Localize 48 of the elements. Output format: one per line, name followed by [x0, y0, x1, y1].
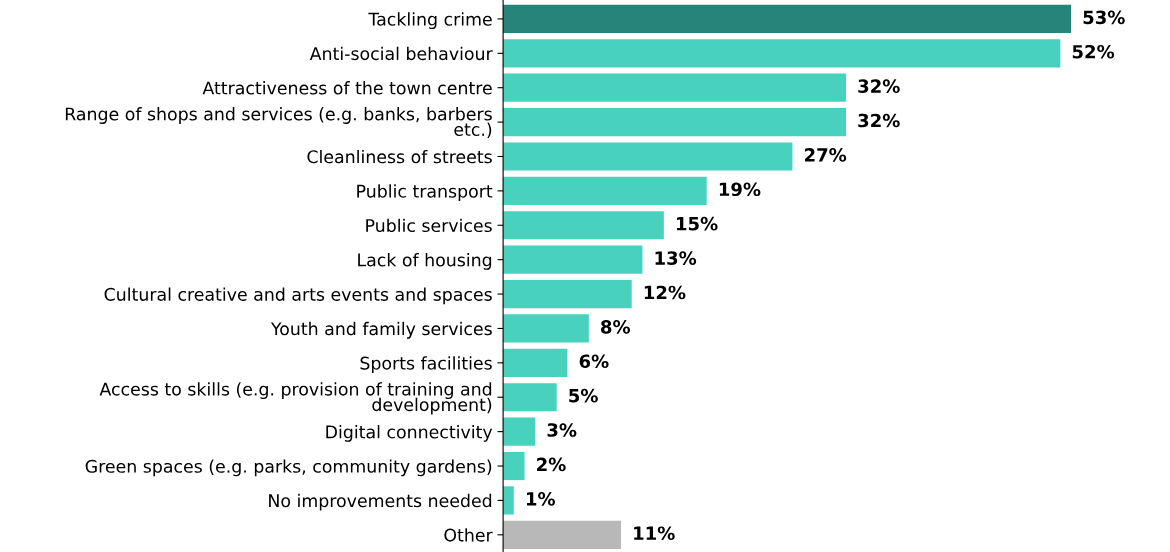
bar	[503, 107, 847, 137]
bar	[503, 142, 793, 171]
data-label: 1%	[526, 491, 556, 506]
bar	[503, 417, 536, 446]
bar	[503, 279, 632, 309]
y-tick-label: Sports facilities	[360, 356, 492, 374]
y-tick-label: Youth and family services	[270, 321, 492, 339]
data-label: 52%	[1072, 44, 1115, 59]
bar	[503, 348, 568, 377]
data-label: 11%	[634, 526, 675, 541]
data-label: 5%	[569, 388, 598, 403]
bar	[503, 383, 557, 412]
y-tick-label: Attractiveness of the town centre	[202, 81, 492, 95]
y-tick-label: Digital connectivity	[326, 425, 493, 442]
data-label: 32%	[858, 113, 900, 128]
y-tick-label: Access to skills (e.g. provision of training and development)	[99, 382, 492, 415]
bar	[503, 211, 664, 240]
bar	[503, 176, 707, 205]
data-label: 3%	[547, 423, 577, 437]
y-tick-label: Range of shops and services (e.g. banks, barbers etc.)	[65, 107, 492, 139]
bar	[503, 314, 589, 343]
y-tick-label: Anti-social behaviour	[309, 46, 493, 61]
data-label: 12%	[644, 285, 686, 300]
y-tick-label: Cultural creative and arts events and spaces	[104, 287, 492, 305]
bar	[503, 39, 1061, 68]
data-label: 6%	[579, 354, 609, 369]
bar	[503, 451, 525, 481]
bar	[503, 73, 847, 102]
y-tick-label: Tackling crime	[368, 12, 492, 30]
y-tick-label: Green spaces (e.g. parks, community gardens)	[85, 459, 492, 477]
bar	[503, 4, 1072, 34]
data-label: 27%	[804, 148, 847, 162]
data-label: 32%	[858, 79, 900, 93]
data-label: 8%	[601, 320, 631, 334]
data-label: 2%	[537, 457, 566, 472]
y-tick-label: No improvements needed	[269, 493, 492, 511]
y-tick-label: Lack of housing	[358, 253, 492, 270]
data-label: 13%	[655, 251, 697, 265]
data-label: 15%	[676, 216, 718, 231]
bar	[503, 520, 621, 549]
y-tick-label: Cleanliness of streets	[307, 149, 492, 164]
data-label: 53%	[1083, 10, 1125, 25]
y-tick-label: Public transport	[357, 184, 493, 202]
bar	[503, 486, 514, 515]
bar	[503, 245, 643, 274]
data-label: 19%	[719, 182, 761, 197]
y-tick-label: Other	[444, 528, 493, 542]
y-tick-label: Public services	[366, 218, 492, 233]
